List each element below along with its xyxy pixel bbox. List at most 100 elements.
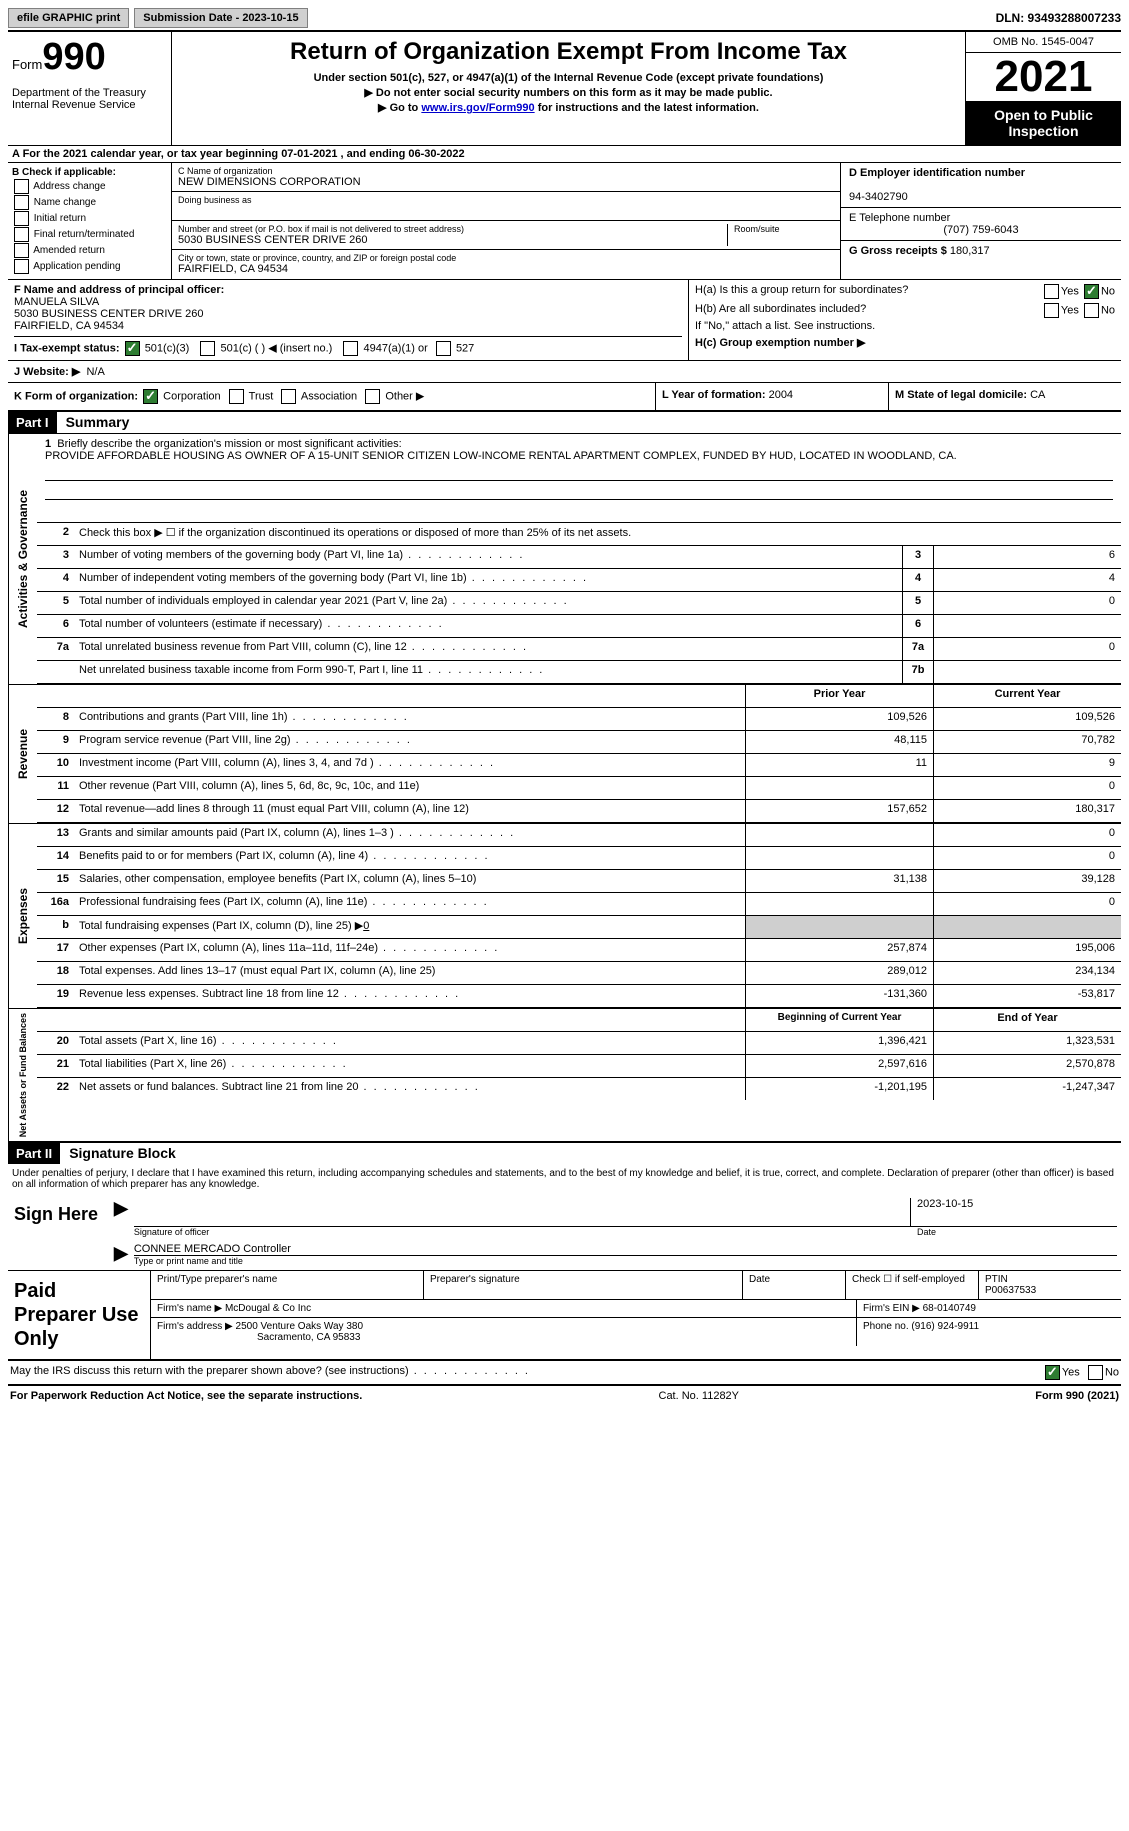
p16a bbox=[745, 893, 933, 915]
open-to-public: Open to Public Inspection bbox=[966, 101, 1121, 145]
hc-label: H(c) Group exemption number ▶ bbox=[695, 336, 1115, 349]
chk-other[interactable] bbox=[365, 389, 380, 404]
chk-assoc[interactable] bbox=[281, 389, 296, 404]
c17: 195,006 bbox=[933, 939, 1121, 961]
l12: Total revenue—add lines 8 through 11 (mu… bbox=[75, 800, 745, 822]
chk-hb-no[interactable] bbox=[1084, 303, 1099, 318]
l17: Other expenses (Part IX, column (A), lin… bbox=[75, 939, 745, 961]
v6 bbox=[933, 615, 1121, 637]
discuss-label: May the IRS discuss this return with the… bbox=[10, 1365, 1043, 1380]
chk-hb-yes[interactable] bbox=[1044, 303, 1059, 318]
omb-number: OMB No. 1545-0047 bbox=[966, 32, 1121, 53]
street-label: Number and street (or P.O. box if mail i… bbox=[178, 224, 727, 234]
p10: 11 bbox=[745, 754, 933, 776]
p15: 31,138 bbox=[745, 870, 933, 892]
ha-label: H(a) Is this a group return for subordin… bbox=[695, 284, 908, 299]
l7a: Total unrelated business revenue from Pa… bbox=[75, 638, 902, 660]
footer: For Paperwork Reduction Act Notice, see … bbox=[8, 1386, 1121, 1406]
ptin-label: PTIN bbox=[985, 1274, 1008, 1285]
sig-date-value: 2023-10-15 bbox=[910, 1198, 1117, 1226]
firm-addr1: 2500 Venture Oaks Way 380 bbox=[236, 1321, 364, 1332]
l15: Salaries, other compensation, employee b… bbox=[75, 870, 745, 892]
chk-corp[interactable] bbox=[143, 389, 158, 404]
form-number: Form990 bbox=[12, 36, 167, 79]
v3: 6 bbox=[933, 546, 1121, 568]
summary-rev: Revenue bPrior YearCurrent Year 8Contrib… bbox=[8, 684, 1121, 823]
name-title-label: Type or print name and title bbox=[134, 1256, 1117, 1266]
cat-no: Cat. No. 11282Y bbox=[659, 1390, 740, 1402]
v7b bbox=[933, 661, 1121, 683]
chk-501c3[interactable] bbox=[125, 341, 140, 356]
c18: 234,134 bbox=[933, 962, 1121, 984]
part2-header-row: Part II Signature Block bbox=[8, 1143, 1121, 1164]
chk-application-pending[interactable]: Application pending bbox=[12, 259, 167, 274]
street-value: 5030 BUSINESS CENTER DRIVE 260 bbox=[178, 234, 727, 246]
prep-date-label: Date bbox=[743, 1271, 846, 1299]
summary-exp: Expenses 13Grants and similar amounts pa… bbox=[8, 823, 1121, 1008]
p14 bbox=[745, 847, 933, 869]
part1-title: Summary bbox=[60, 414, 130, 430]
firm-ein-value: 68-0140749 bbox=[923, 1303, 976, 1314]
top-bar: efile GRAPHIC print Submission Date - 20… bbox=[8, 8, 1121, 28]
chk-501c[interactable] bbox=[200, 341, 215, 356]
l22: Net assets or fund balances. Subtract li… bbox=[75, 1078, 745, 1100]
print-name-label: Print/Type preparer's name bbox=[151, 1271, 424, 1299]
subtitle-1: Under section 501(c), 527, or 4947(a)(1)… bbox=[182, 72, 955, 84]
chk-name-change[interactable]: Name change bbox=[12, 195, 167, 210]
c9: 70,782 bbox=[933, 731, 1121, 753]
year-formation: 2004 bbox=[769, 389, 793, 401]
l6: Total number of volunteers (estimate if … bbox=[75, 615, 902, 637]
tax-year: 2021 bbox=[966, 53, 1121, 101]
l21: Total liabilities (Part X, line 26) bbox=[75, 1055, 745, 1077]
l14: Benefits paid to or for members (Part IX… bbox=[75, 847, 745, 869]
chk-ha-no[interactable] bbox=[1084, 284, 1099, 299]
form-header: Form990 Department of the Treasury Inter… bbox=[8, 30, 1121, 145]
l10: Investment income (Part VIII, column (A)… bbox=[75, 754, 745, 776]
l20: Total assets (Part X, line 16) bbox=[75, 1032, 745, 1054]
phone-label: Phone no. bbox=[863, 1321, 909, 1332]
firm-ein-label: Firm's EIN ▶ bbox=[863, 1303, 920, 1314]
chk-initial-return[interactable]: Initial return bbox=[12, 211, 167, 226]
l7b: Net unrelated business taxable income fr… bbox=[75, 661, 902, 683]
subtitle-2: Do not enter social security numbers on … bbox=[182, 86, 955, 99]
chk-4947[interactable] bbox=[343, 341, 358, 356]
c22: -1,247,347 bbox=[933, 1078, 1121, 1100]
paid-preparer-block: Paid Preparer Use Only Print/Type prepar… bbox=[8, 1271, 1121, 1361]
sign-here-block: Sign Here ▶ 2023-10-15 Signature of offi… bbox=[8, 1194, 1121, 1271]
chk-final-return[interactable]: Final return/terminated bbox=[12, 227, 167, 242]
prep-sig-label: Preparer's signature bbox=[424, 1271, 743, 1299]
org-name-value: NEW DIMENSIONS CORPORATION bbox=[178, 176, 834, 188]
l1-label: Briefly describe the organization's miss… bbox=[57, 438, 401, 450]
dept-treasury: Department of the Treasury Internal Reve… bbox=[12, 87, 167, 111]
c13: 0 bbox=[933, 824, 1121, 846]
p11 bbox=[745, 777, 933, 799]
form-title: Return of Organization Exempt From Incom… bbox=[182, 38, 955, 66]
chk-ha-yes[interactable] bbox=[1044, 284, 1059, 299]
c8: 109,526 bbox=[933, 708, 1121, 730]
section-a: A For the 2021 calendar year, or tax yea… bbox=[8, 145, 1121, 163]
chk-trust[interactable] bbox=[229, 389, 244, 404]
p18: 289,012 bbox=[745, 962, 933, 984]
pra-notice: For Paperwork Reduction Act Notice, see … bbox=[10, 1390, 362, 1402]
row-j: J Website: ▶ N/A bbox=[8, 361, 1121, 383]
row-fh: F Name and address of principal officer:… bbox=[8, 280, 1121, 361]
v4: 4 bbox=[933, 569, 1121, 591]
efile-print-button[interactable]: efile GRAPHIC print bbox=[8, 8, 129, 28]
l16a: Professional fundraising fees (Part IX, … bbox=[75, 893, 745, 915]
officer-name-title: CONNEE MERCADO Controller bbox=[134, 1243, 1117, 1256]
l3: Number of voting members of the governin… bbox=[75, 546, 902, 568]
paid-preparer-label: Paid Preparer Use Only bbox=[8, 1271, 150, 1359]
p9: 48,115 bbox=[745, 731, 933, 753]
chk-address-change[interactable]: Address change bbox=[12, 179, 167, 194]
chk-discuss-no[interactable] bbox=[1088, 1365, 1103, 1380]
chk-amended-return[interactable]: Amended return bbox=[12, 243, 167, 258]
chk-discuss-yes[interactable] bbox=[1045, 1365, 1060, 1380]
sign-here-label: Sign Here bbox=[8, 1194, 110, 1270]
ein-value: 94-3402790 bbox=[849, 191, 908, 203]
hb-note: If "No," attach a list. See instructions… bbox=[695, 320, 1115, 332]
current-year-hdr: Current Year bbox=[933, 685, 1121, 707]
l18: Total expenses. Add lines 13–17 (must eq… bbox=[75, 962, 745, 984]
irs-link[interactable]: www.irs.gov/Form990 bbox=[421, 102, 534, 114]
row-klm: K Form of organization: Corporation Trus… bbox=[8, 383, 1121, 412]
chk-527[interactable] bbox=[436, 341, 451, 356]
